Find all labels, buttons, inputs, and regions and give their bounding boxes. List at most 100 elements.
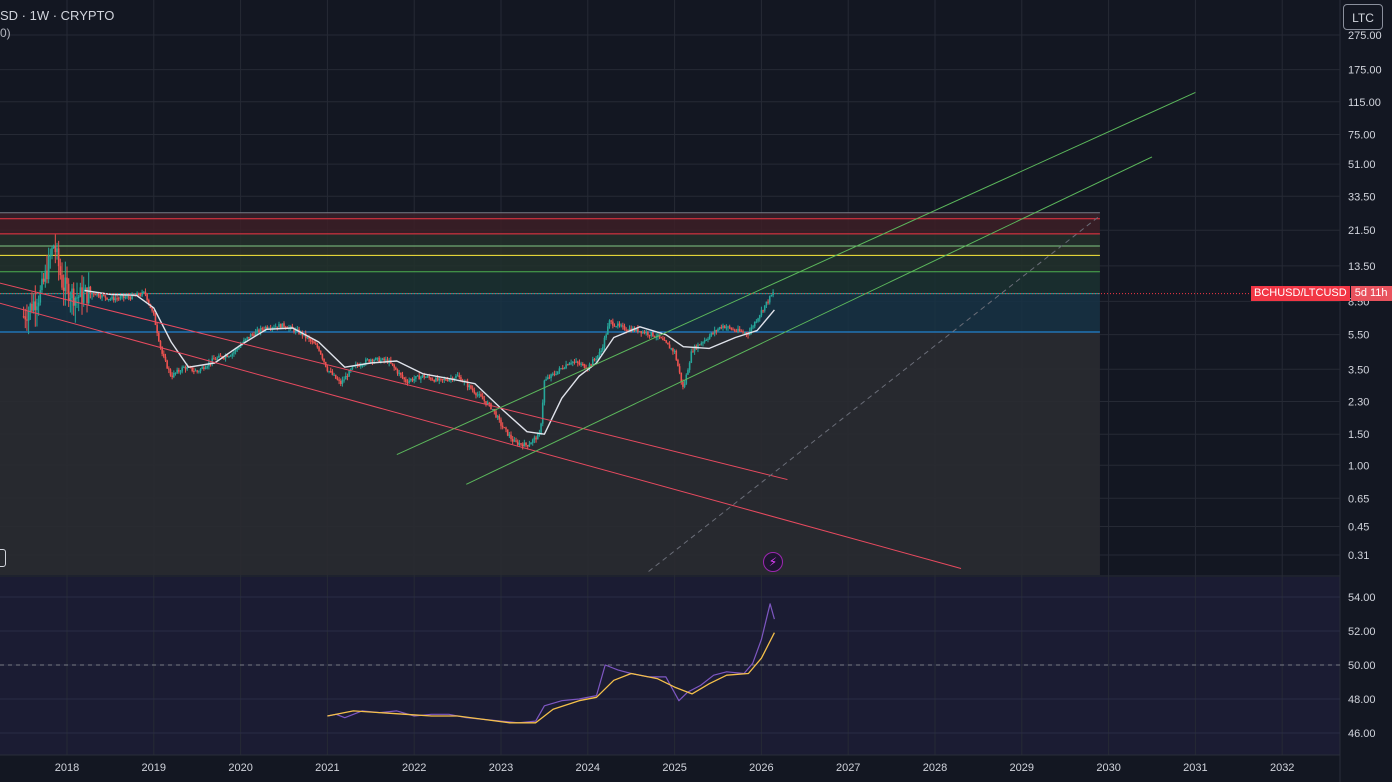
candle-body (431, 379, 434, 381)
candle-body (617, 323, 619, 327)
candle-body (627, 330, 629, 332)
candle-body (470, 385, 472, 389)
x-tick-label: 2029 (1010, 762, 1034, 774)
candle-body (717, 329, 719, 332)
candle-body (77, 296, 80, 298)
candle-body (256, 329, 259, 332)
candle-body (426, 376, 429, 378)
trend-channel-line[interactable] (0, 298, 962, 569)
candle-body (329, 371, 332, 373)
candle-body (64, 277, 67, 291)
candle-body (26, 319, 28, 321)
candle-body (309, 339, 312, 342)
trend-channel-line[interactable] (0, 278, 788, 481)
candle-body (551, 373, 554, 375)
lightning-icon[interactable]: ⚡ (763, 552, 783, 572)
candle-body (555, 374, 557, 376)
candle-body (560, 368, 562, 370)
candle-body (593, 359, 596, 361)
trend-channel-line[interactable] (466, 156, 1153, 485)
candle-body (727, 326, 729, 328)
candle-body (511, 438, 514, 442)
candle-body (712, 333, 714, 335)
candle-body (505, 427, 507, 430)
candle-body (318, 347, 320, 351)
candle-body (460, 377, 462, 382)
candle-body (763, 305, 766, 311)
candle-body (556, 371, 559, 375)
compare-symbol-button[interactable]: LTC (1343, 4, 1383, 30)
candle-body (410, 379, 412, 381)
candle-body (571, 361, 574, 363)
candle-body (635, 328, 638, 331)
candle-body (742, 331, 744, 333)
candle-body (692, 351, 694, 353)
x-tick-label: 2022 (402, 762, 426, 774)
candle-body (435, 377, 437, 382)
candle-body (126, 296, 128, 298)
candle-body (381, 358, 384, 360)
candle-body (158, 332, 160, 341)
candle-body (735, 330, 738, 332)
candle-body (433, 380, 436, 382)
candle-body (645, 331, 648, 334)
candle-body (513, 440, 516, 442)
candle-body (678, 366, 681, 373)
x-tick-label: 2026 (749, 762, 773, 774)
candle-body (134, 295, 137, 297)
candle-body (576, 361, 579, 363)
candle-body (279, 324, 282, 328)
candle-body (234, 349, 237, 352)
candle-body (490, 403, 492, 410)
drawing-handle-icon[interactable] (0, 549, 6, 567)
candle-body (503, 427, 506, 429)
candle-body (530, 442, 532, 445)
candle-body (176, 369, 178, 373)
dashed-trend-line[interactable] (648, 215, 1101, 572)
candle-body (283, 323, 285, 327)
candle-body (628, 328, 631, 331)
candle-body (333, 374, 335, 376)
candle-body (725, 327, 728, 329)
candle-body (334, 374, 337, 379)
candle-body (29, 303, 32, 312)
candle-body (326, 366, 329, 372)
candle-body (608, 320, 611, 327)
candle-body (516, 441, 519, 445)
candle-body (642, 331, 644, 334)
candle-body (401, 374, 404, 378)
candle-body (441, 379, 444, 381)
candle-body (446, 380, 449, 382)
candle-body (271, 327, 274, 329)
trend-channel-line[interactable] (396, 91, 1196, 456)
candle-body (147, 300, 150, 304)
candle-body (276, 326, 279, 328)
candle-body (278, 324, 280, 328)
candle-body (339, 380, 342, 384)
candle-body (500, 419, 502, 426)
candle-body (142, 291, 145, 293)
candle-body (440, 378, 442, 380)
candle-body (443, 379, 446, 381)
candle-body (124, 297, 127, 299)
rsi-tick-label: 46.00 (1348, 728, 1376, 740)
candle-body (558, 368, 561, 372)
candle-body (515, 440, 517, 442)
x-tick-label: 2024 (576, 762, 600, 774)
candle-body (106, 297, 108, 300)
candle-body (682, 381, 684, 387)
candle-body (59, 266, 62, 276)
candle-body (239, 344, 242, 348)
candle-body (425, 377, 427, 379)
candle-body (129, 297, 132, 300)
candle-body (319, 350, 322, 355)
candle-body (211, 358, 214, 364)
candle-body (216, 357, 219, 360)
candle-body (720, 327, 723, 329)
candle-body (391, 363, 394, 365)
candle-body (526, 445, 529, 447)
candle-body (418, 375, 421, 380)
candle-body (733, 329, 736, 331)
candle-body (406, 381, 409, 383)
